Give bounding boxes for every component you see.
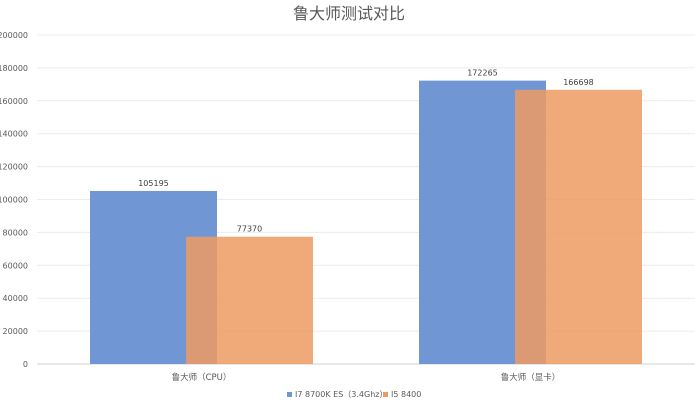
legend-swatch <box>287 392 292 397</box>
y-tick-label: 200000 <box>0 31 28 40</box>
data-label: 77370 <box>237 225 262 234</box>
data-label: 166698 <box>563 78 594 87</box>
data-label: 105195 <box>138 179 169 188</box>
data-label: 172265 <box>467 69 498 78</box>
legend-label: I7 8700K ES（3.4Ghz） <box>295 390 387 399</box>
y-tick-label: 0 <box>23 360 28 369</box>
y-tick-label: 100000 <box>0 196 28 205</box>
bar <box>186 236 313 364</box>
y-tick-label: 120000 <box>0 163 28 172</box>
y-tick-label: 180000 <box>0 64 28 73</box>
bar <box>515 89 642 364</box>
legend-swatch <box>383 392 388 397</box>
chart-title: 鲁大师测试对比 <box>293 4 405 23</box>
x-tick-label: 鲁大师（CPU） <box>172 372 232 383</box>
legend-label: I5 8400 <box>391 390 421 399</box>
y-tick-label: 160000 <box>0 97 28 106</box>
y-tick-label: 60000 <box>3 261 28 270</box>
y-tick-label: 140000 <box>0 130 28 139</box>
y-tick-label: 80000 <box>3 228 28 237</box>
x-tick-label: 鲁大师（显卡） <box>501 372 561 383</box>
y-tick-label: 20000 <box>3 327 28 336</box>
y-tick-label: 40000 <box>3 294 28 303</box>
